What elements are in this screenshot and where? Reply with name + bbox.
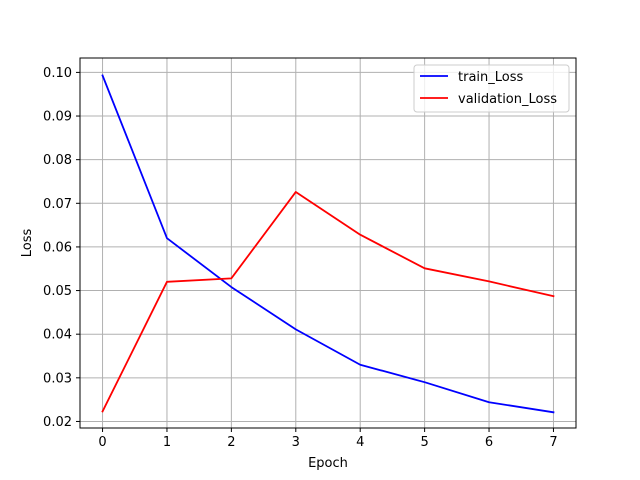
legend-label: validation_Loss (458, 92, 557, 107)
y-tick-label: 0.03 (43, 371, 72, 386)
plot-frame (80, 58, 576, 428)
x-tick-label: 4 (356, 435, 364, 450)
series-line-validation-loss (103, 192, 554, 411)
y-tick-label: 0.09 (43, 110, 72, 125)
series-line-train-loss (103, 75, 554, 412)
x-tick-label: 0 (98, 435, 106, 450)
x-axis: 0 1 2 3 4 5 6 7 (98, 428, 557, 450)
y-tick-label: 0.10 (43, 66, 72, 81)
grid-lines (80, 58, 576, 428)
x-axis-title: Epoch (308, 456, 348, 471)
y-tick-label: 0.04 (43, 328, 72, 343)
x-tick-label: 2 (227, 435, 235, 450)
y-axis: 0.02 0.03 0.04 0.05 0.06 0.07 0.08 0.09 0.10 (43, 66, 80, 430)
series-lines (103, 75, 554, 412)
y-tick-label: 0.05 (43, 284, 72, 299)
legend-label: train_Loss (458, 70, 524, 85)
y-axis-title: Loss (20, 229, 35, 258)
y-tick-label: 0.02 (43, 415, 72, 430)
y-tick-label: 0.08 (43, 153, 72, 168)
x-tick-label: 5 (420, 435, 428, 450)
legend: train_Loss validation_Loss (414, 65, 569, 112)
x-tick-label: 6 (485, 435, 493, 450)
x-tick-label: 3 (292, 435, 300, 450)
x-tick-label: 7 (549, 435, 557, 450)
y-tick-label: 0.07 (43, 197, 72, 212)
x-tick-label: 1 (163, 435, 171, 450)
y-tick-label: 0.06 (43, 240, 72, 255)
